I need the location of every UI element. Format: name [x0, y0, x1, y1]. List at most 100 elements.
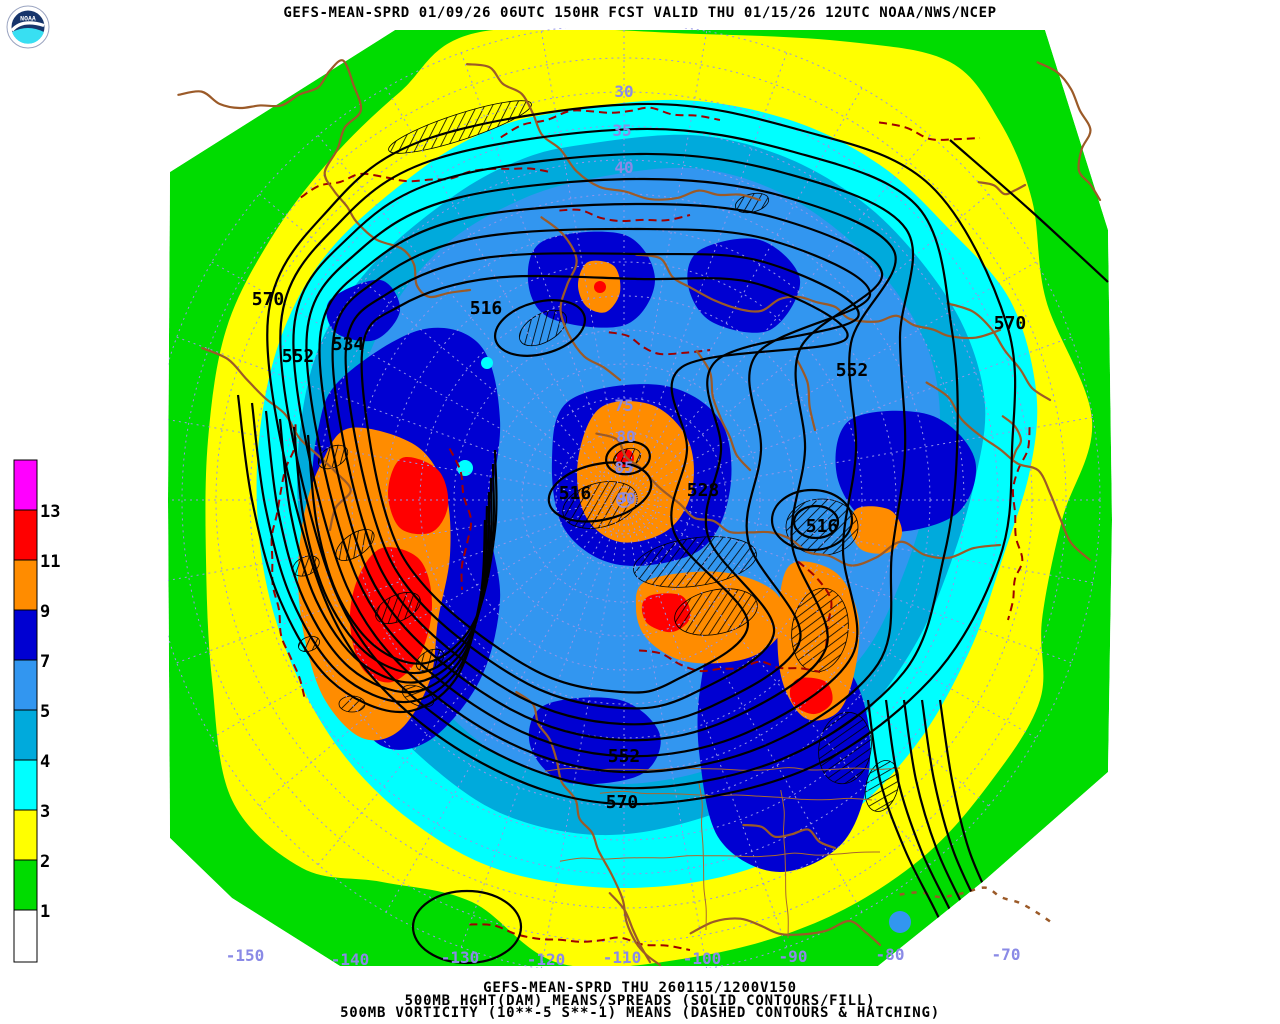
- graticule-meridian: [459, 499, 625, 952]
- vorticity-hatch-region: [375, 592, 421, 624]
- legend-value: 11: [40, 552, 60, 572]
- legend-value: 7: [40, 652, 50, 672]
- coastline: [695, 349, 752, 472]
- graticule-meridian: [168, 499, 625, 581]
- graticule-meridian: [623, 191, 993, 501]
- graticule-parallel: [283, 159, 965, 841]
- legend-value: 4: [40, 752, 50, 772]
- coastline: [635, 253, 1002, 340]
- coastline: [946, 302, 1052, 402]
- graticule-meridian: [168, 419, 625, 501]
- coastline: [201, 347, 352, 532]
- latitude-label: 85: [614, 458, 633, 477]
- legend-value: 1: [40, 902, 50, 922]
- logo-sea: [12, 28, 44, 44]
- graticule-meridian: [623, 499, 1076, 665]
- legend-swatch: [13, 459, 38, 511]
- state-border: [599, 790, 873, 801]
- spread-fill-blue-spot: [889, 911, 911, 933]
- longitude-label: -130: [441, 948, 480, 967]
- coastline: [515, 690, 662, 967]
- legend-value: 5: [40, 702, 50, 722]
- graticule-meridian: [623, 335, 1076, 501]
- coastline: [540, 216, 622, 382]
- height-contour: [344, 252, 860, 710]
- graticule-meridian: [255, 191, 625, 501]
- chart-title: GEFS-MEAN-SPRD 01/09/26 06UTC 150HR FCST…: [283, 5, 997, 21]
- legend-value: 2: [40, 852, 50, 872]
- height-contour: [292, 152, 915, 774]
- spread-fill-cyan-spot: [481, 357, 493, 369]
- longitude-label: -150: [226, 946, 265, 965]
- legend-swatch: [13, 559, 38, 611]
- graticule-meridian: [623, 499, 1097, 584]
- graticule-meridian: [623, 499, 865, 916]
- coastline: [1036, 61, 1102, 202]
- legend-swatch: [13, 809, 38, 861]
- longitude-label: -70: [992, 945, 1021, 964]
- graticule-meridian: [623, 416, 1097, 501]
- vorticity-hatch-region: [818, 711, 872, 785]
- contour-label: 516: [559, 483, 592, 504]
- legend-swatch: [13, 609, 38, 661]
- height-contour: [279, 127, 959, 790]
- height-contour-ring: [792, 504, 840, 540]
- graticule-meridian: [315, 131, 625, 501]
- legend-swatch: [13, 709, 38, 761]
- contour-label: 570: [994, 313, 1027, 334]
- footer-captions: GEFS-MEAN-SPRD THU 260115/1200V150 500MB…: [0, 980, 1280, 1019]
- graticule-meridian: [623, 48, 789, 501]
- vorticity-contour: [448, 448, 473, 591]
- map-label-layer: 570 534 552 516 552 570 516 528 516 552 …: [226, 82, 1027, 969]
- height-contour-ring: [547, 461, 653, 523]
- state-border: [698, 781, 707, 931]
- spread-fill-red: [594, 281, 606, 293]
- legend-value: 13: [40, 502, 60, 522]
- legend-swatch: [13, 659, 38, 711]
- graticule-meridian: [623, 84, 865, 501]
- height-contour-ring: [770, 488, 854, 552]
- coastline: [177, 59, 472, 299]
- spread-fill-cyan-spot: [457, 460, 473, 476]
- spread-fill-darkblue: [835, 410, 977, 532]
- footer-line-1: GEFS-MEAN-SPRD THU 260115/1200V150: [483, 980, 797, 996]
- graticule-meridian: [208, 259, 625, 501]
- coastline: [689, 917, 882, 947]
- legend-colorbar: 13 11 9 7 5 4 3 2 1: [13, 459, 60, 963]
- height-contour: [305, 177, 897, 758]
- graticule-meridian: [623, 499, 1040, 741]
- height-contour-ridge: [292, 426, 495, 675]
- legend-value: 3: [40, 802, 50, 822]
- vorticity-contour: [608, 331, 711, 356]
- vorticity-hatch-region: [338, 695, 366, 713]
- graticule-meridian: [623, 499, 708, 968]
- contour-label: 552: [836, 360, 869, 381]
- height-contour: [318, 202, 884, 742]
- graticule-meridian: [540, 499, 625, 968]
- vorticity-contour: [1007, 427, 1031, 621]
- latitude-label: 75: [614, 396, 633, 415]
- logo-text: NOAA: [20, 15, 36, 23]
- noaa-logo: NOAA: [6, 5, 50, 49]
- graticule-parallel: [589, 465, 659, 535]
- graticule-meridian: [623, 499, 933, 869]
- graticule-parallel: [385, 261, 863, 739]
- state-border: [544, 767, 901, 772]
- graticule-meridian: [172, 499, 625, 665]
- graticule-meridian: [623, 259, 1040, 501]
- contour-label: 570: [252, 289, 285, 310]
- legend-swatch: [13, 759, 38, 811]
- legend-swatch: [13, 859, 38, 911]
- graticule-meridian: [623, 28, 708, 501]
- height-contour: [949, 139, 1109, 283]
- logo-seagull-icon: [10, 21, 45, 32]
- vorticity-contour: [559, 208, 691, 223]
- vorticity-contour: [500, 106, 721, 139]
- height-contour-ring: [493, 299, 587, 357]
- spread-fill-darkblue: [687, 238, 801, 333]
- latitude-label: 80: [616, 427, 635, 446]
- graticule-parallel: [181, 57, 1067, 943]
- spread-fill-layer: [168, 30, 1112, 966]
- vorticity-contour: [300, 167, 551, 199]
